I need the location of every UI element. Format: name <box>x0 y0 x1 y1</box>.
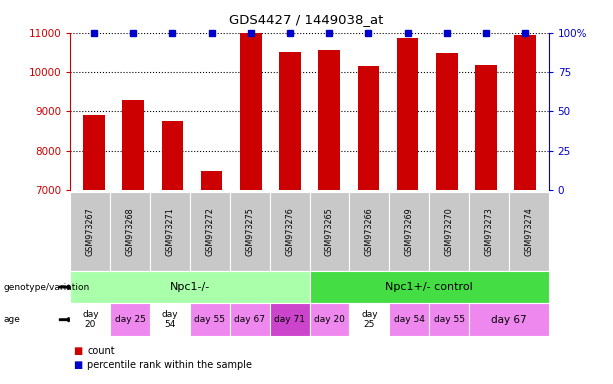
Text: GSM973269: GSM973269 <box>405 207 414 256</box>
Text: GDS4427 / 1449038_at: GDS4427 / 1449038_at <box>229 13 384 26</box>
Text: GSM973266: GSM973266 <box>365 207 374 256</box>
Text: age: age <box>3 315 20 324</box>
Text: day 67: day 67 <box>234 315 265 324</box>
Text: day 20: day 20 <box>314 315 345 324</box>
Bar <box>475 65 497 190</box>
Bar <box>162 121 183 190</box>
Text: GSM973275: GSM973275 <box>245 207 254 256</box>
Text: day 55: day 55 <box>194 315 226 324</box>
Bar <box>240 33 262 190</box>
Bar <box>357 66 379 190</box>
Text: GSM973268: GSM973268 <box>126 207 135 256</box>
Text: genotype/variation: genotype/variation <box>3 283 89 291</box>
Text: day
25: day 25 <box>361 310 378 329</box>
Text: GSM973273: GSM973273 <box>484 207 493 256</box>
Text: GSM973276: GSM973276 <box>285 207 294 256</box>
Bar <box>83 115 105 190</box>
Text: day 25: day 25 <box>115 315 146 324</box>
Text: day
20: day 20 <box>82 310 99 329</box>
Text: GSM973271: GSM973271 <box>166 207 175 256</box>
Text: ■: ■ <box>74 346 83 356</box>
Text: GSM973270: GSM973270 <box>444 207 454 256</box>
Text: day 54: day 54 <box>394 315 425 324</box>
Text: day 67: day 67 <box>491 314 527 325</box>
Text: day 71: day 71 <box>274 315 305 324</box>
Bar <box>123 99 144 190</box>
Text: Npc1-/-: Npc1-/- <box>170 282 210 292</box>
Text: GSM973265: GSM973265 <box>325 207 334 256</box>
Text: GSM973267: GSM973267 <box>86 207 95 256</box>
Text: count: count <box>87 346 115 356</box>
Bar <box>318 50 340 190</box>
Bar <box>436 53 457 190</box>
Text: GSM973272: GSM973272 <box>205 207 215 256</box>
Text: percentile rank within the sample: percentile rank within the sample <box>87 360 252 370</box>
Bar <box>201 171 223 190</box>
Bar <box>279 52 301 190</box>
Text: Npc1+/- control: Npc1+/- control <box>385 282 473 292</box>
Text: day 55: day 55 <box>433 315 465 324</box>
Text: ■: ■ <box>74 360 83 370</box>
Text: GSM973274: GSM973274 <box>524 207 533 256</box>
Bar <box>514 35 536 190</box>
Bar <box>397 38 418 190</box>
Text: day
54: day 54 <box>162 310 178 329</box>
